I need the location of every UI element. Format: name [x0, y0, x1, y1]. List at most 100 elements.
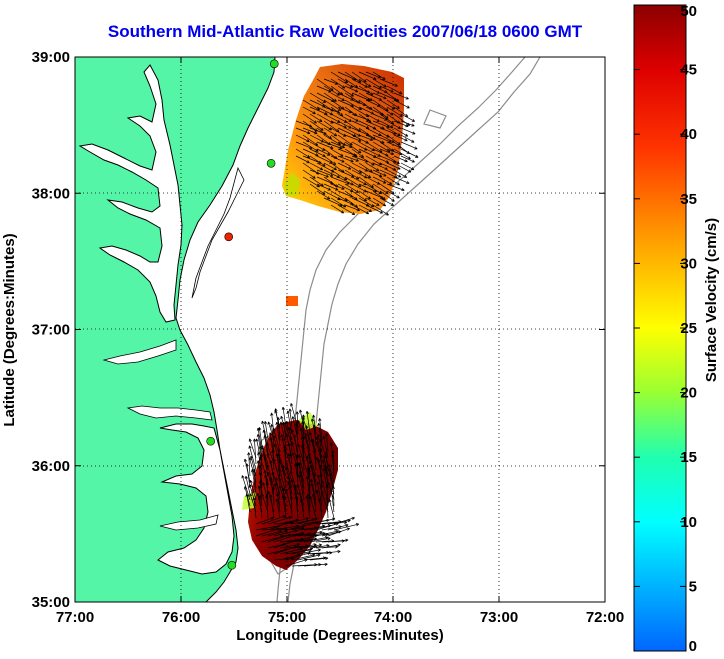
velocity-arrow — [344, 85, 359, 93]
radar-station-marker — [206, 436, 215, 446]
radar-station-marker — [227, 560, 237, 570]
velocity-arrow — [293, 484, 299, 507]
velocity-arrow — [400, 155, 415, 163]
velocity-arrow — [351, 71, 367, 83]
velocity-arrow — [291, 522, 312, 531]
velocity-arrow — [303, 562, 328, 567]
velocity-arrow — [358, 204, 372, 212]
velocity-arrow — [262, 482, 269, 501]
velocity-arrow — [291, 534, 318, 543]
velocity-arrow — [252, 497, 257, 519]
velocity-arrow — [286, 475, 293, 495]
velocity-arrow — [267, 530, 288, 537]
velocity-arrow — [312, 473, 317, 495]
velocity-arrow — [393, 120, 409, 128]
velocity-arrow — [244, 475, 251, 495]
velocity-arrow — [372, 85, 388, 94]
y-axis-label: Latitude (Degrees:Minutes) — [1, 233, 18, 426]
velocity-arrow — [393, 127, 409, 137]
velocity-arrow — [372, 120, 390, 129]
velocity-arrow — [258, 471, 263, 495]
colorbar-tick-label: 35 — [680, 191, 697, 208]
velocity-arrow — [358, 134, 373, 141]
velocity-arrow — [325, 496, 329, 519]
velocity-arrow — [249, 479, 257, 501]
velocity-arrow — [344, 134, 362, 142]
velocity-arrow — [266, 471, 275, 495]
velocity-arrow — [302, 148, 319, 157]
velocity-arrow — [365, 162, 380, 172]
velocity-arrow — [393, 155, 408, 163]
velocity-arrow — [358, 197, 375, 208]
velocity-arrow — [316, 141, 334, 150]
velocity-arrow — [327, 523, 349, 531]
velocity-arrow — [379, 120, 394, 129]
velocity-arrow — [327, 468, 335, 489]
velocity-arrow — [323, 127, 338, 137]
velocity-arrow — [272, 428, 281, 453]
south-coverage-green-edge — [242, 412, 318, 510]
velocity-arrow — [309, 556, 329, 561]
y-tick-label: 36:00 — [32, 458, 70, 475]
velocity-arrow — [273, 534, 297, 543]
velocity-arrow — [400, 113, 415, 122]
north-velocity-vectors — [295, 71, 419, 216]
x-tick-label: 74:00 — [374, 609, 412, 626]
velocity-arrow — [303, 543, 322, 549]
velocity-arrow — [305, 455, 311, 477]
velocity-arrow — [277, 453, 287, 477]
velocity-arrow — [269, 494, 275, 519]
velocity-arrow — [400, 134, 415, 143]
velocity-arrow — [386, 162, 401, 170]
velocity-arrow — [261, 420, 269, 447]
velocity-arrow — [379, 176, 393, 185]
x-axis-ticks: 77:00 76:00 75:00 74:00 73:00 72:00 — [56, 57, 624, 626]
colorbar-tick-label: 20 — [680, 385, 697, 402]
velocity-arrow — [315, 489, 323, 513]
velocity-arrow — [295, 155, 310, 164]
velocity-arrow — [281, 487, 287, 513]
velocity-arrow — [316, 481, 323, 507]
velocity-arrow — [294, 495, 299, 519]
delmarva-coast-detail — [191, 166, 245, 299]
velocity-arrow — [281, 406, 287, 429]
velocity-arrow — [317, 434, 323, 453]
velocity-arrow — [279, 547, 304, 555]
velocity-arrow — [268, 432, 275, 453]
velocity-arrow — [337, 113, 352, 122]
velocity-arrow — [297, 553, 321, 561]
velocity-arrow — [344, 204, 360, 212]
y-tick-label: 37:00 — [32, 322, 70, 339]
velocity-arrow — [266, 442, 275, 465]
velocity-arrow — [337, 78, 353, 88]
velocity-arrow — [272, 458, 281, 483]
chesapeake-bay — [78, 64, 183, 323]
velocity-arrow — [270, 412, 275, 435]
velocity-arrow — [372, 176, 387, 184]
velocity-arrow — [245, 493, 251, 513]
velocity-arrow — [365, 169, 383, 178]
velocity-arrow — [379, 106, 394, 116]
velocity-arrow — [299, 498, 305, 519]
velocity-arrow — [274, 477, 281, 501]
velocity-arrow — [344, 71, 362, 83]
velocity-arrow — [365, 99, 381, 107]
velocity-arrow — [316, 183, 331, 191]
x-tick-label: 73:00 — [480, 609, 518, 626]
velocity-arrow — [291, 547, 314, 555]
velocity-arrow — [267, 533, 292, 543]
velocity-arrow — [295, 127, 311, 135]
velocity-arrow — [319, 474, 323, 501]
velocity-arrow — [323, 141, 343, 150]
colorbar-tick-label: 15 — [680, 449, 697, 466]
velocity-arrow — [386, 85, 403, 95]
velocity-arrow — [297, 454, 305, 477]
velocity-arrow — [325, 433, 329, 453]
velocity-arrow — [305, 495, 311, 519]
velocity-arrow — [312, 424, 317, 447]
velocity-arrow — [305, 425, 311, 447]
velocity-arrow — [365, 176, 381, 185]
velocity-arrow — [269, 437, 275, 459]
velocity-arrow — [302, 416, 311, 441]
